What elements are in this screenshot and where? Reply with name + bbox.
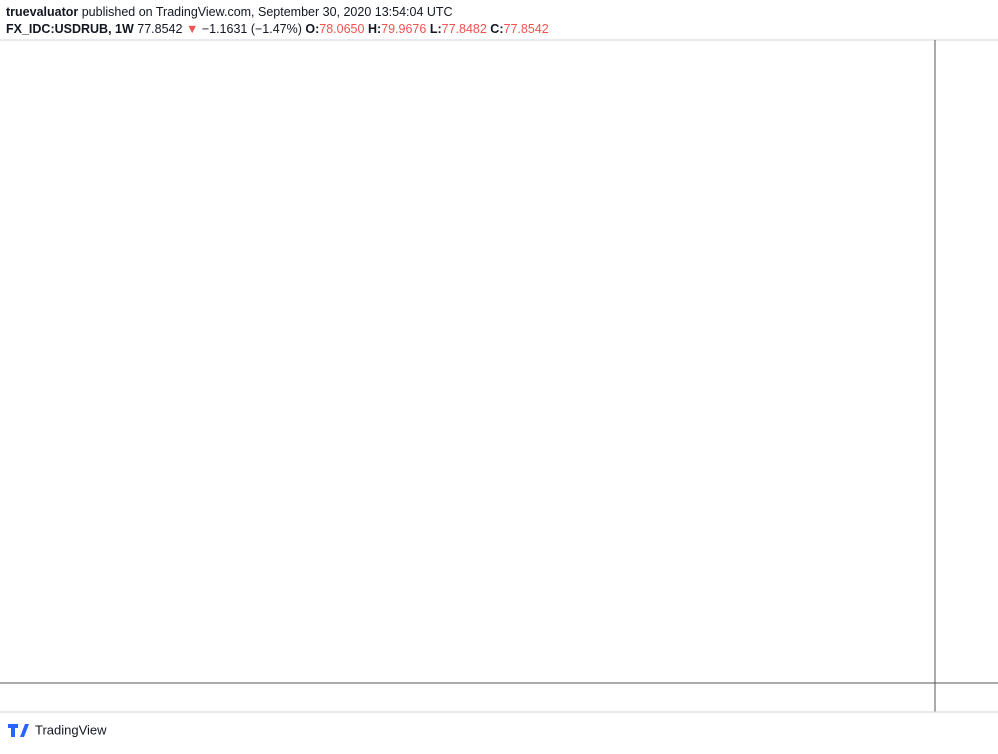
open-key: O: xyxy=(305,22,319,36)
close-key: C: xyxy=(490,22,503,36)
open: 78.0650 xyxy=(319,22,364,36)
brand: TradingView xyxy=(35,722,107,737)
header-line: truevaluator published on TradingView.co… xyxy=(6,5,453,19)
price: 77.8542 xyxy=(137,22,182,36)
logo xyxy=(8,724,29,737)
high: 79.9676 xyxy=(381,22,426,36)
low: 77.8482 xyxy=(442,22,487,36)
author: truevaluator xyxy=(6,5,78,19)
close: 77.8542 xyxy=(504,22,549,36)
symbol: FX_IDC:USDRUB, 1W xyxy=(6,22,134,36)
arrow: ▼ xyxy=(186,22,198,36)
published: published on TradingView.com, September … xyxy=(82,5,453,19)
change: −1.1631 (−1.47%) xyxy=(202,22,302,36)
low-key: L: xyxy=(430,22,442,36)
footer: TradingView xyxy=(8,722,107,737)
symbol-line: FX_IDC:USDRUB, 1W 77.8542 ▼ −1.1631 (−1.… xyxy=(6,22,549,36)
high-key: H: xyxy=(368,22,381,36)
